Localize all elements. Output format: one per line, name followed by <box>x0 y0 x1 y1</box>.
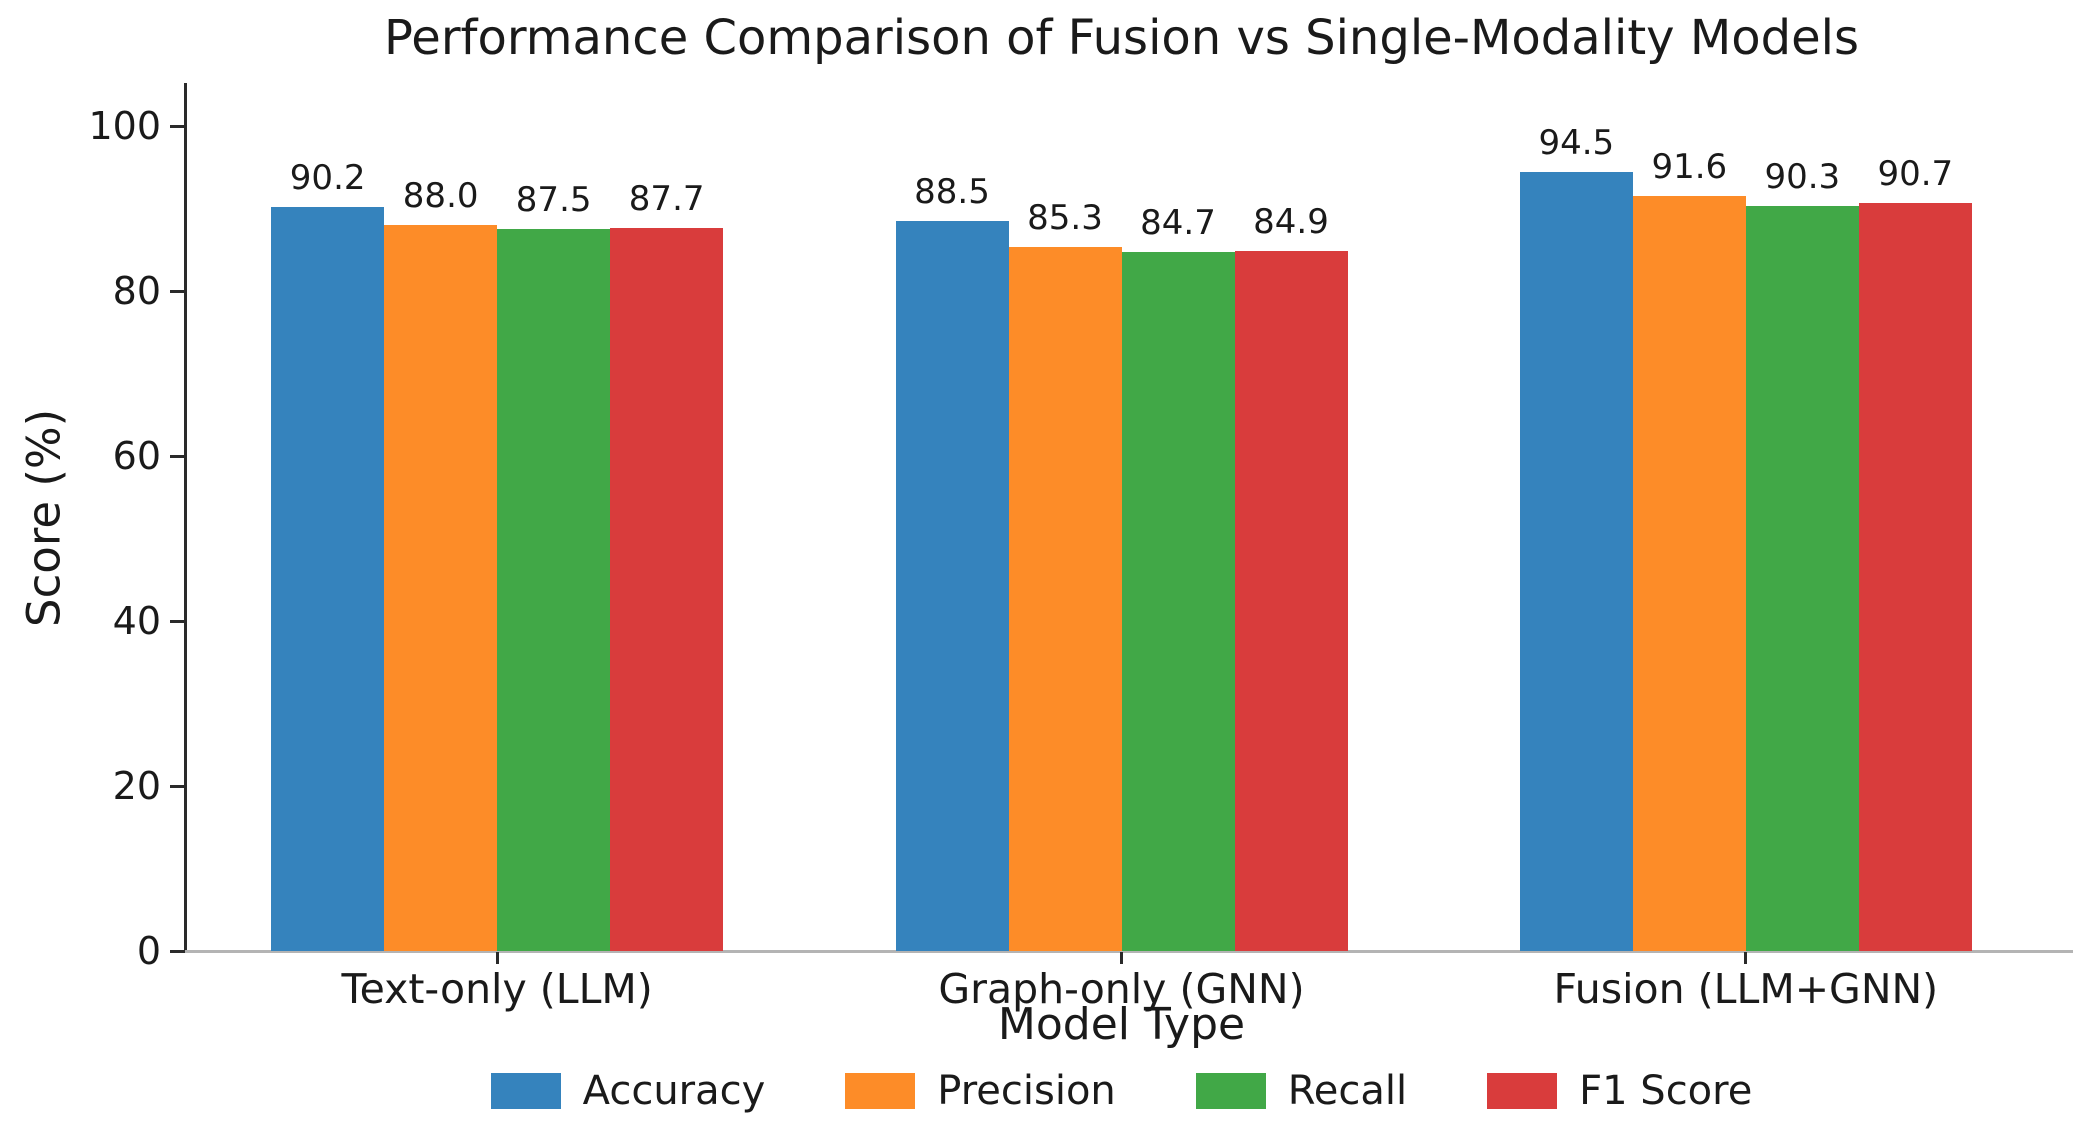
bar-value-label: 91.6 <box>1651 146 1728 187</box>
bar-accuracy: 90.2 <box>271 158 385 951</box>
plot-area: 0 20 40 60 80 100 90.2 88.0 87.5 87.7 Text-only (L… <box>88 83 2073 1013</box>
y-tick-label: 100 <box>88 104 161 149</box>
x-tick-label-fusion-llm-gnn: Fusion (LLM+GNN) <box>1553 965 1939 1013</box>
y-tick-mark <box>170 124 185 128</box>
legend-item-recall: Recall <box>1195 1068 1408 1114</box>
bar-value-label: 87.5 <box>515 180 592 221</box>
y-tick-label: 60 <box>112 434 161 479</box>
bar-value-label: 90.7 <box>1877 153 1954 194</box>
y-tick-mark <box>170 949 185 953</box>
legend-swatch-precision <box>845 1073 916 1109</box>
x-tick-label-graph-only-gnn: Graph-only (GNN) <box>938 965 1305 1013</box>
legend-item-accuracy: Accuracy <box>490 1068 766 1114</box>
y-tick-mark <box>170 289 185 293</box>
legend-label: Precision <box>937 1068 1116 1114</box>
y-tick-label: 80 <box>112 269 161 314</box>
chart-title: Performance Comparison of Fusion vs Sing… <box>384 10 1859 66</box>
bar-value-label: 94.5 <box>1538 122 1615 163</box>
legend-label: F1 Score <box>1579 1068 1753 1114</box>
x-tick-label-text-only-llm: Text-only (LLM) <box>341 965 653 1013</box>
x-axis-spine <box>184 950 2073 953</box>
legend-label: Recall <box>1287 1068 1408 1114</box>
y-tick-label: 0 <box>136 929 161 973</box>
x-tick-mark <box>1120 952 1123 964</box>
bar-accuracy: 94.5 <box>1519 123 1633 951</box>
y-tick-mark <box>170 454 185 458</box>
x-axis-label: Model Type <box>997 999 1246 1050</box>
bar-value-label: 90.2 <box>289 158 366 199</box>
bar-value-label: 84.9 <box>1253 201 1329 242</box>
bar-precision: 88.0 <box>384 176 498 951</box>
bar-f1-score: 90.7 <box>1858 154 1972 951</box>
bar-f1-score: 87.7 <box>610 179 724 951</box>
bar-value-label: 88.0 <box>402 176 479 217</box>
y-tick-mark <box>170 784 185 788</box>
y-tick-mark <box>170 619 185 623</box>
x-tick-mark <box>495 952 499 964</box>
legend-swatch-recall <box>1195 1073 1266 1109</box>
legend-label: Accuracy <box>582 1068 766 1114</box>
bar-recall: 87.5 <box>497 180 611 951</box>
legend: Accuracy Precision Recall F1 Score <box>185 1068 2058 1114</box>
bar-f1-score: 84.9 <box>1234 202 1348 951</box>
y-tick-label: 40 <box>112 599 161 644</box>
legend-item-f1-score: F1 Score <box>1487 1068 1752 1114</box>
bar-precision: 91.6 <box>1632 147 1746 951</box>
bar-value-label: 88.5 <box>914 172 990 213</box>
legend-item-precision: Precision <box>845 1068 1116 1114</box>
legend-swatch-f1-score <box>1487 1073 1558 1109</box>
bar-accuracy: 88.5 <box>895 172 1009 951</box>
bar-value-label: 87.7 <box>628 178 705 219</box>
bar-value-label: 84.7 <box>1140 203 1216 244</box>
bar-recall: 84.7 <box>1121 203 1235 951</box>
y-tick-label: 20 <box>112 764 161 809</box>
x-tick-mark <box>1744 952 1748 964</box>
bar-value-label: 85.3 <box>1027 198 1103 239</box>
legend-swatch-accuracy <box>490 1073 561 1109</box>
bar-recall: 90.3 <box>1745 157 1859 951</box>
y-axis-label: Score (%) <box>17 408 71 628</box>
bar-precision: 85.3 <box>1008 198 1122 951</box>
y-axis-spine <box>184 83 187 952</box>
bar-value-label: 90.3 <box>1764 157 1841 198</box>
